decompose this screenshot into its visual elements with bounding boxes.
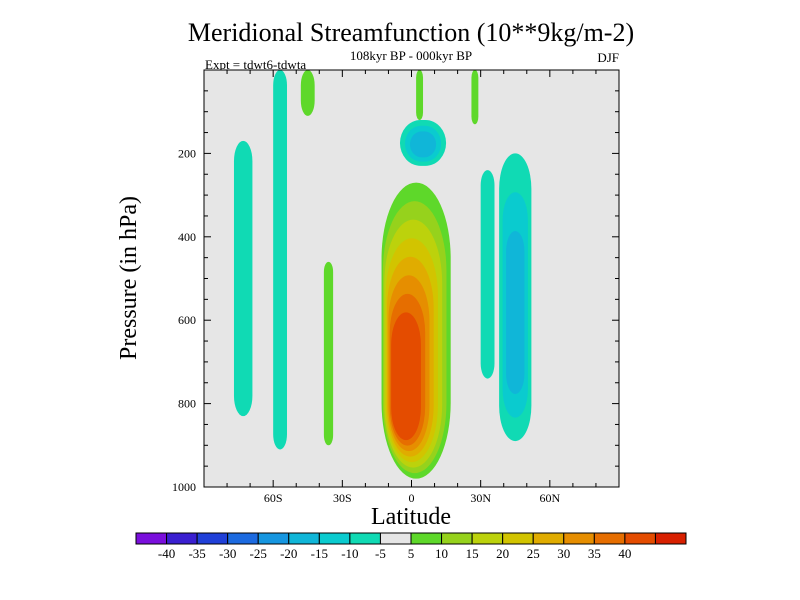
colorbar-label: 35 bbox=[588, 546, 601, 561]
x-tick-label: 60N bbox=[539, 491, 560, 505]
colorbar-swatch bbox=[257, 532, 290, 545]
chart-subtitle-left: Expt = tdwt6-tdwta bbox=[205, 57, 306, 72]
x-tick-label: 30N bbox=[470, 491, 491, 505]
chart-subtitle-center: 108kyr BP - 000kyr BP bbox=[350, 48, 472, 63]
colorbar: -40 -35 -30 -25 -20 -15 -10 -5 5 10 15 20 25 30 35 40 bbox=[135, 532, 687, 561]
colorbar-swatch bbox=[196, 532, 229, 545]
colorbar-swatch bbox=[624, 532, 656, 545]
upper-negative-cell-level-neg15 bbox=[409, 131, 437, 158]
colorbar-swatch bbox=[502, 532, 534, 545]
chart-title: Meridional Streamfunction (10**9kg/m-2) bbox=[188, 18, 634, 47]
equatorial-upper-positive-streak-level-5 bbox=[416, 70, 424, 121]
colorbar-label: -10 bbox=[341, 546, 358, 561]
colorbar-swatch bbox=[593, 532, 626, 545]
y-tick-label: 600 bbox=[178, 313, 196, 327]
colorbar-swatch bbox=[166, 532, 198, 545]
x-tick-label: 30S bbox=[333, 491, 352, 505]
colorbar-label: -25 bbox=[250, 546, 267, 561]
colorbar-swatch bbox=[318, 532, 351, 545]
equatorial-cell-level-40 bbox=[391, 312, 421, 441]
y-tick-label: 200 bbox=[178, 146, 196, 160]
colorbar-label: 15 bbox=[466, 546, 479, 561]
contour-field bbox=[233, 70, 532, 479]
colorbar-swatch bbox=[471, 532, 504, 545]
northern-upper-positive-streak-level-5 bbox=[471, 70, 479, 125]
x-tick-label: 0 bbox=[409, 491, 415, 505]
colorbar-label: -30 bbox=[219, 546, 236, 561]
plot-area: 60S 30S 0 30N 60N 200 400 600 800 1000 bbox=[172, 69, 620, 505]
y-tick-label: 1000 bbox=[172, 480, 196, 494]
colorbar-label: -5 bbox=[375, 546, 386, 561]
colorbar-label: -40 bbox=[158, 546, 175, 561]
colorbar-label: 10 bbox=[435, 546, 448, 561]
southern-positive-streak-mid-level-5 bbox=[323, 261, 334, 446]
colorbar-swatch bbox=[563, 532, 595, 545]
y-tick-label: 400 bbox=[178, 230, 196, 244]
colorbar-label: -15 bbox=[311, 546, 328, 561]
colorbar-label: 20 bbox=[496, 546, 509, 561]
colorbar-swatch bbox=[410, 532, 443, 545]
y-tick-label: 800 bbox=[178, 397, 196, 411]
colorbar-swatch bbox=[349, 532, 381, 545]
colorbar-swatch bbox=[227, 532, 259, 545]
southern-positive-streak-upper-level-5 bbox=[300, 70, 315, 116]
x-axis-label: Latitude bbox=[371, 504, 451, 530]
colorbar-swatch bbox=[654, 532, 687, 545]
southern-negative-column-level-neg5 bbox=[273, 70, 287, 450]
colorbar-label: -35 bbox=[188, 546, 205, 561]
northern-negative-cell-west-level-neg5 bbox=[480, 170, 495, 379]
chart-subtitle-right: DJF bbox=[597, 50, 619, 65]
y-axis-label: Pressure (in hPa) bbox=[116, 196, 142, 360]
northern-negative-cell-level-neg15 bbox=[506, 231, 525, 395]
x-tick-label: 60S bbox=[264, 491, 283, 505]
colorbar-swatch bbox=[135, 532, 168, 545]
colorbar-label: 40 bbox=[618, 546, 631, 561]
colorbar-swatch bbox=[532, 532, 565, 545]
colorbar-swatch bbox=[379, 532, 412, 545]
colorbar-swatch bbox=[288, 532, 320, 545]
colorbar-label: 5 bbox=[408, 546, 415, 561]
colorbar-label: 25 bbox=[527, 546, 540, 561]
colorbar-swatch bbox=[441, 532, 473, 545]
colorbar-label: -20 bbox=[280, 546, 297, 561]
southern-negative-band-level-neg5 bbox=[233, 140, 253, 417]
colorbar-label: 30 bbox=[557, 546, 570, 561]
